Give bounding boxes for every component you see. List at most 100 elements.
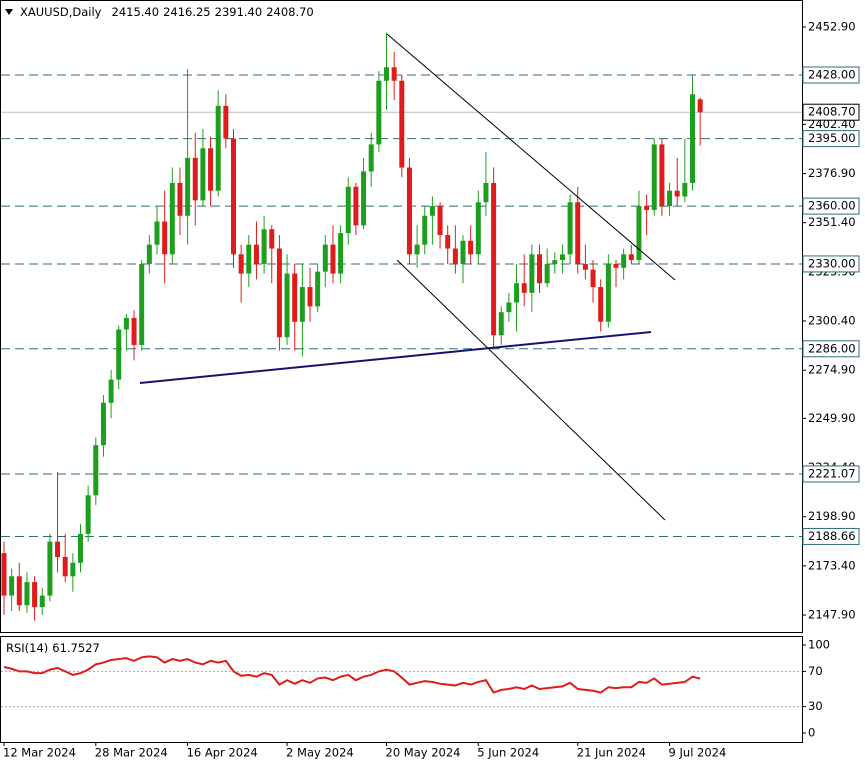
y-tick-label: 70 <box>808 664 823 678</box>
candle-body <box>16 576 22 606</box>
y-tick-label: 2376.90 <box>808 166 856 180</box>
header-item: XAUUSD,Daily <box>20 5 102 19</box>
candle-body <box>116 329 122 380</box>
candle-body <box>567 202 573 255</box>
candle-body <box>154 221 160 245</box>
y-tick-label: 2274.90 <box>808 363 856 377</box>
candle-body <box>659 144 665 207</box>
candle-body <box>162 221 168 255</box>
candle-body <box>131 317 137 345</box>
level-box <box>802 340 860 358</box>
candle-body <box>353 186 359 226</box>
candle-body <box>391 67 397 81</box>
candle-body <box>559 254 565 261</box>
candle-body <box>1 553 7 596</box>
candle-body <box>674 190 680 197</box>
candle-body <box>406 167 412 255</box>
candle-body <box>223 105 229 139</box>
candle-body <box>452 248 458 264</box>
candle-body <box>47 541 53 596</box>
candle-body <box>330 244 336 274</box>
candle-body <box>146 244 152 264</box>
candle-body <box>123 317 129 330</box>
candle-body <box>345 186 351 234</box>
chart-header: XAUUSD,Daily 2415.40 2416.25 2391.40 2408.70 <box>20 5 314 19</box>
last-price-label: 2408.70 <box>808 105 856 119</box>
candle-body <box>93 445 99 496</box>
candle-body <box>192 157 198 201</box>
candle-body <box>613 263 619 268</box>
candle-body <box>544 263 550 284</box>
y-tick-label: 0 <box>808 726 815 740</box>
support-line <box>139 331 652 384</box>
candle-body <box>636 206 642 261</box>
candle-body <box>475 202 481 255</box>
y-tick-label: 2452.90 <box>808 19 856 33</box>
candle-body <box>299 287 305 322</box>
candle-body <box>70 562 76 577</box>
header-item: 2408.70 <box>266 5 314 19</box>
candle-body <box>32 582 38 608</box>
rsi-panel <box>0 636 803 743</box>
candle-body <box>338 233 344 274</box>
candle-body <box>621 254 627 268</box>
candle-body <box>529 254 535 293</box>
menu-arrow <box>5 9 13 15</box>
candle-body <box>376 80 382 145</box>
last-price-box <box>802 103 860 121</box>
candle-body <box>582 263 588 270</box>
level-label: 2221.07 <box>808 466 856 480</box>
candle-body <box>62 557 68 577</box>
y-tick-label: 2147.90 <box>808 608 856 622</box>
candle-body <box>651 144 657 210</box>
candle-body <box>605 263 611 322</box>
x-tick-label: 12 Mar 2024 <box>3 746 76 760</box>
rsi-value: 61.7527 <box>52 641 100 655</box>
trend-line <box>396 259 666 521</box>
candle-body <box>697 99 703 113</box>
candle-body <box>261 229 267 264</box>
candle-body <box>361 171 367 226</box>
rsi-name: RSI(14) <box>6 641 48 655</box>
level-label: 2360.00 <box>808 199 856 213</box>
candle-body <box>253 244 259 264</box>
candle-body <box>100 402 106 446</box>
candle-body <box>514 283 520 303</box>
header-item: 2391.40 <box>215 5 263 19</box>
candle-body <box>491 182 497 336</box>
x-tick-label: 9 Jul 2024 <box>669 746 727 760</box>
candle-body <box>208 148 214 191</box>
header-item: 2415.40 <box>112 5 160 19</box>
trend-line <box>386 33 676 281</box>
header-item: 2416.25 <box>163 5 211 19</box>
candle-body <box>185 157 191 216</box>
y-tick-label: 2173.40 <box>808 558 856 572</box>
candle-body <box>231 138 236 255</box>
candle-body <box>9 576 15 596</box>
candle-body <box>169 182 175 255</box>
candle-body <box>437 206 443 236</box>
level-label: 2330.00 <box>808 256 856 270</box>
level-box <box>802 255 860 273</box>
candle-body <box>24 582 30 606</box>
candle-body <box>108 379 114 403</box>
candle-body <box>521 283 527 293</box>
level-box <box>802 527 860 545</box>
candle-body <box>667 190 673 207</box>
candle-body <box>368 144 374 172</box>
x-tick-label: 20 May 2024 <box>386 746 461 760</box>
candle-body <box>78 533 83 563</box>
candle-body <box>85 495 91 534</box>
level-box <box>802 66 860 84</box>
candle-body <box>644 206 650 210</box>
candle-body <box>269 229 275 249</box>
y-tick-label: 2198.90 <box>808 509 856 523</box>
level-box <box>802 465 860 483</box>
candle-body <box>39 595 45 608</box>
level-label: 2395.00 <box>808 131 856 145</box>
level-box <box>802 130 860 148</box>
candle-body <box>292 273 298 322</box>
candle-body <box>498 312 504 336</box>
x-tick-label: 21 Jun 2024 <box>577 746 646 760</box>
